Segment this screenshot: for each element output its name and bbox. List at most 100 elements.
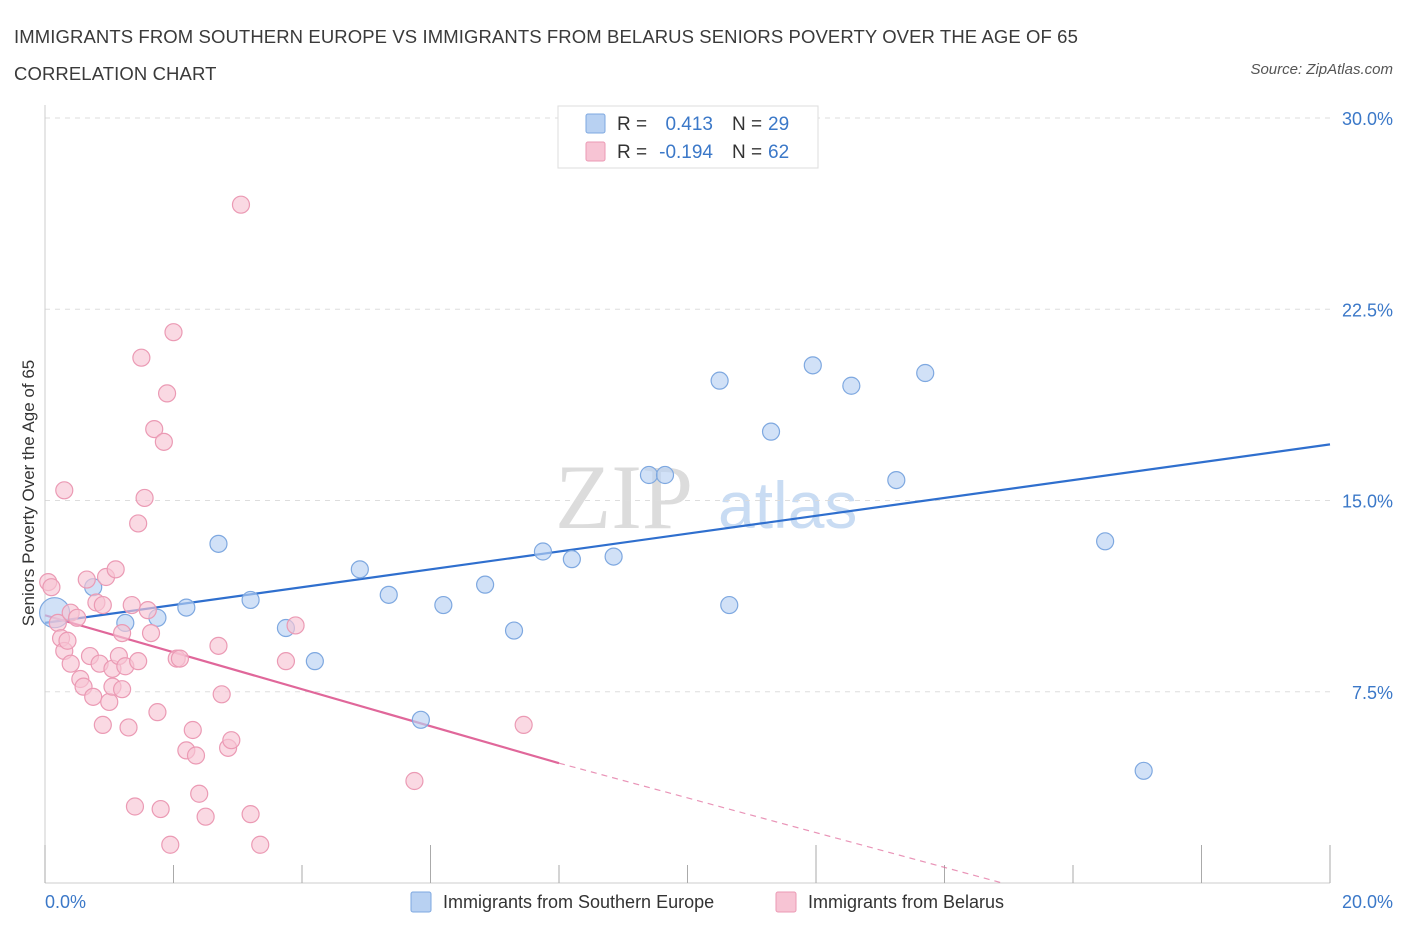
x-tick-label: 20.0% (1342, 892, 1393, 912)
y-axis-title: Seniors Poverty Over the Age of 65 (19, 360, 38, 626)
data-point-belarus (151, 799, 170, 819)
data-point-southern-europe (710, 371, 729, 390)
chart-title: IMMIGRANTS FROM SOUTHERN EUROPE VS IMMIG… (14, 26, 1078, 84)
trend-layer (44, 443, 1331, 884)
data-point-belarus (209, 636, 228, 655)
data-point-belarus (161, 835, 180, 854)
stats-r-label-2: R = (617, 142, 647, 163)
data-point-belarus (154, 432, 173, 451)
data-point-belarus (84, 687, 103, 706)
data-point-southern-europe (177, 598, 196, 617)
data-point-belarus (106, 560, 125, 579)
legend-label-southern-europe: Immigrants from Southern Europe (443, 892, 714, 912)
data-point-belarus (42, 578, 61, 597)
stats-r-value-2: -0.194 (659, 142, 713, 163)
data-point-belarus (129, 514, 148, 533)
watermark: ZIP atlas (555, 446, 857, 548)
trend-line-belarus (44, 614, 560, 765)
data-point-southern-europe (761, 422, 781, 441)
data-point-belarus (132, 348, 151, 367)
stats-n-label-2: N = (732, 142, 762, 163)
data-point-belarus (93, 595, 112, 615)
data-point-southern-europe (504, 621, 524, 640)
data-point-belarus (405, 771, 424, 791)
stats-swatch-blue (585, 113, 606, 134)
data-point-belarus (68, 608, 87, 627)
data-point-southern-europe (655, 465, 675, 485)
data-point-belarus (55, 481, 74, 500)
data-point-southern-europe (476, 575, 495, 594)
data-point-southern-europe (916, 363, 935, 383)
data-point-belarus (77, 570, 96, 589)
data-point-belarus (148, 703, 167, 722)
data-point-belarus (135, 488, 154, 508)
stats-n-label-1: N = (732, 114, 762, 135)
data-point-southern-europe (562, 550, 581, 569)
data-point-belarus (186, 746, 206, 765)
data-point-belarus (276, 652, 296, 671)
data-point-southern-europe (842, 376, 861, 395)
data-point-belarus (170, 649, 190, 668)
watermark-atlas: atlas (718, 468, 857, 542)
data-point-belarus (112, 680, 132, 699)
trend-line-southern-europe (44, 443, 1331, 624)
watermark-zip: ZIP (555, 446, 693, 548)
data-point-southern-europe (209, 534, 228, 553)
stats-r-label-1: R = (617, 114, 647, 135)
data-point-belarus (241, 805, 260, 824)
y-tick-label: 30.0% (1342, 109, 1393, 129)
tick-labels: 7.5% 15.0% 22.5% 30.0% 0.0% 20.0% (45, 109, 1393, 912)
data-point-belarus (58, 631, 77, 650)
data-point-southern-europe (241, 590, 260, 610)
data-point-belarus (251, 835, 270, 854)
data-point-southern-europe (434, 595, 453, 615)
data-point-belarus (164, 323, 183, 342)
data-point-belarus (231, 195, 251, 214)
data-point-southern-europe (1096, 532, 1115, 551)
data-point-belarus (183, 720, 202, 740)
data-point-southern-europe (350, 560, 369, 579)
data-point-southern-europe (305, 652, 324, 671)
data-point-belarus (100, 692, 119, 712)
legend: Immigrants from Southern Europe Immigran… (410, 891, 1004, 913)
stats-n-value-2: 62 (768, 142, 789, 163)
y-tick-label: 15.0% (1342, 492, 1393, 512)
y-tick-label: 7.5% (1352, 683, 1393, 703)
stats-box: R = 0.413 N = 29 R = -0.194 N = 62 (557, 105, 819, 169)
data-point-southern-europe (803, 356, 822, 375)
data-point-belarus (129, 652, 148, 671)
axes-layer (44, 105, 1331, 884)
data-point-southern-europe (1134, 761, 1153, 780)
data-point-belarus (190, 784, 209, 803)
stats-n-value-1: 29 (768, 114, 789, 135)
data-point-southern-europe (604, 547, 623, 566)
stats-r-value-1: 0.413 (665, 114, 713, 135)
data-point-belarus (141, 623, 161, 643)
trend-line-extension-belarus (558, 762, 1003, 884)
data-point-southern-europe (887, 471, 906, 490)
legend-label-belarus: Immigrants from Belarus (808, 892, 1004, 912)
x-tick-label: 0.0% (45, 892, 86, 912)
data-point-belarus (112, 623, 132, 643)
points-layer (39, 195, 1153, 854)
data-point-southern-europe (533, 542, 553, 561)
data-point-belarus (196, 807, 215, 826)
data-point-southern-europe (411, 710, 430, 729)
data-point-belarus (145, 420, 164, 439)
data-point-belarus (157, 384, 177, 403)
y-tick-label: 22.5% (1342, 300, 1393, 320)
data-point-southern-europe (720, 595, 739, 615)
legend-swatch-southern-europe (410, 891, 432, 913)
data-point-belarus (93, 715, 112, 735)
data-point-belarus (222, 731, 241, 750)
stats-swatch-pink (585, 141, 606, 162)
legend-swatch-belarus (775, 891, 797, 913)
data-point-southern-europe (379, 585, 398, 604)
data-point-belarus (138, 601, 157, 620)
data-point-belarus (125, 797, 145, 816)
data-point-southern-europe (639, 465, 659, 485)
data-point-belarus (122, 595, 141, 615)
data-point-belarus (61, 654, 80, 673)
data-point-belarus (119, 718, 138, 737)
